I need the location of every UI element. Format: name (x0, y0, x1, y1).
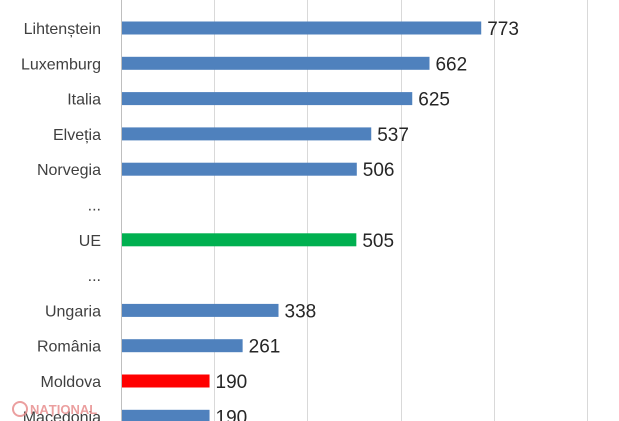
category-label: ... (88, 268, 101, 285)
category-label: Macedonia (23, 409, 101, 421)
data-label: 662 (435, 54, 467, 75)
data-label: 506 (363, 160, 395, 181)
bar (122, 409, 210, 421)
bar (122, 56, 430, 70)
bars (122, 21, 482, 421)
category-label: România (37, 339, 101, 356)
category-label: Luxemburg (21, 56, 101, 73)
labels: Lihtenștein 773 Luxemburg 662 Italia 625 Elveț… (21, 19, 519, 421)
category-label: Norvegia (37, 162, 101, 179)
data-label: 505 (362, 231, 394, 252)
data-label: 190 (216, 372, 248, 393)
bar (122, 162, 357, 176)
watermark-text: NAȚIONAL (30, 402, 97, 417)
bar (122, 233, 357, 247)
bar (122, 339, 243, 353)
data-label: 261 (249, 337, 281, 358)
category-label: Moldova (41, 374, 102, 391)
data-label: 190 (216, 407, 248, 421)
data-label: 537 (377, 125, 409, 146)
category-label: UE (79, 233, 101, 250)
bar (122, 92, 413, 106)
data-label: 338 (285, 301, 317, 322)
bar (122, 21, 482, 35)
category-label: Ungaria (45, 303, 101, 320)
category-label: Italia (67, 92, 101, 109)
data-label: 625 (418, 90, 450, 111)
category-label: Elveția (53, 127, 101, 144)
bar (122, 127, 372, 141)
data-label: 773 (487, 19, 519, 40)
bar (122, 374, 210, 388)
watermark: NAȚIONAL (12, 401, 97, 417)
watermark-logo-icon (12, 401, 28, 417)
category-label: ... (88, 198, 101, 215)
bar (122, 303, 279, 317)
category-label: Lihtenștein (24, 21, 101, 38)
